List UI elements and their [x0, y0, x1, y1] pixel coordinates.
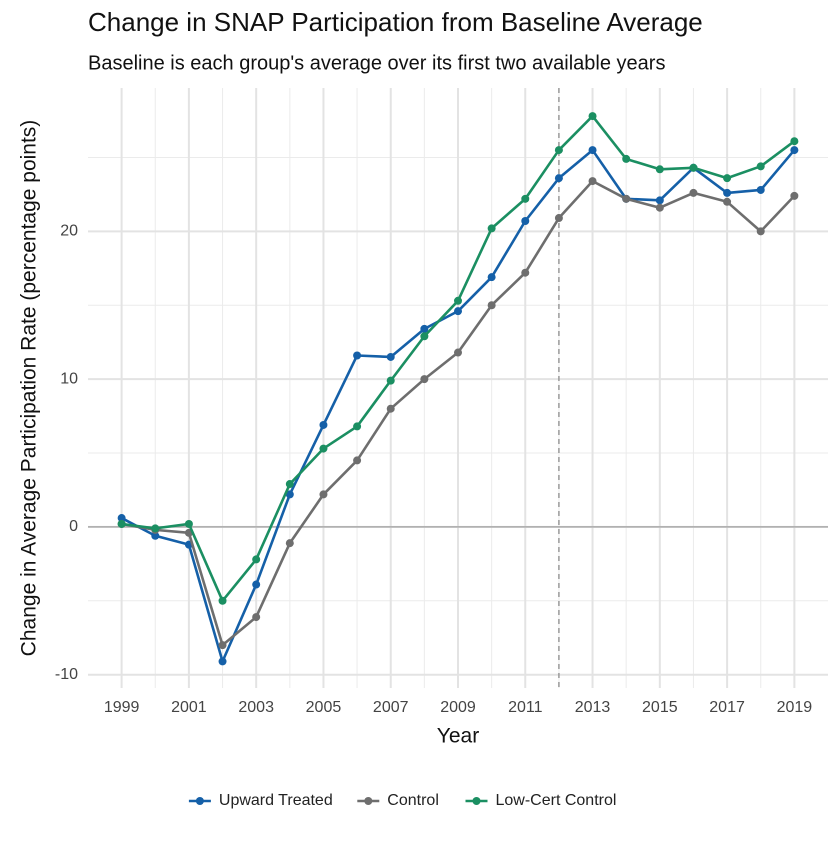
data-point	[218, 596, 227, 605]
data-point	[285, 480, 294, 489]
legend-label: Low-Cert Control	[496, 792, 617, 809]
data-point	[756, 185, 765, 194]
data-point	[319, 420, 328, 429]
x-tick-label: 2013	[575, 699, 611, 716]
y-tick-label: -10	[55, 666, 78, 683]
data-point	[554, 146, 563, 155]
chart-subtitle: Baseline is each group's average over it…	[88, 52, 665, 74]
data-point	[487, 301, 496, 310]
y-tick-label: 0	[69, 518, 78, 535]
data-point	[521, 268, 530, 277]
x-tick-label: 2011	[508, 699, 543, 716]
data-point	[588, 112, 597, 121]
x-tick-label: 2019	[777, 699, 813, 716]
data-point	[487, 224, 496, 233]
data-point	[454, 307, 462, 316]
data-point	[790, 191, 799, 200]
data-point	[117, 519, 126, 528]
data-point	[790, 137, 799, 146]
x-tick-label: 2009	[440, 699, 476, 716]
data-point	[723, 197, 732, 206]
data-point	[420, 324, 429, 333]
data-point	[454, 348, 462, 357]
data-point	[252, 555, 261, 564]
y-tick-label: 20	[60, 223, 78, 240]
data-point	[756, 227, 765, 236]
legend-label: Control	[387, 792, 439, 809]
data-point	[655, 165, 664, 174]
legend-swatch-dot	[472, 797, 481, 805]
data-point	[151, 531, 160, 540]
data-point	[386, 404, 395, 413]
data-point	[386, 352, 395, 361]
data-point	[655, 203, 664, 212]
x-tick-label: 1999	[104, 699, 140, 716]
data-point	[554, 214, 563, 223]
data-point	[386, 376, 395, 385]
data-point	[285, 490, 294, 499]
legend: Upward Treated Control Low-Cert Control	[188, 792, 617, 809]
data-point	[184, 519, 193, 528]
data-point	[554, 174, 563, 183]
data-point	[285, 539, 294, 548]
data-point	[151, 524, 160, 533]
data-point	[622, 194, 631, 203]
data-point	[521, 217, 530, 226]
data-point	[588, 146, 597, 155]
legend-swatch-dot	[364, 797, 373, 805]
x-tick-label: 2017	[709, 699, 745, 716]
data-point	[117, 514, 126, 523]
x-tick-label: 2005	[306, 699, 342, 716]
data-point	[689, 163, 698, 172]
x-tick-label: 2015	[642, 699, 678, 716]
data-point	[622, 154, 631, 163]
data-point	[218, 641, 227, 650]
data-point	[252, 613, 261, 622]
legend-swatch-dot	[195, 797, 204, 805]
x-tick-label: 2003	[238, 699, 274, 716]
data-point	[790, 146, 799, 155]
data-point	[756, 162, 765, 171]
x-axis-label: Year	[437, 725, 479, 748]
data-point	[353, 422, 362, 431]
x-tick-label: 2007	[373, 699, 409, 716]
x-tick-label: 2001	[171, 699, 207, 716]
data-point	[655, 196, 664, 205]
data-point	[454, 296, 462, 305]
data-point	[420, 375, 429, 384]
data-point	[588, 177, 597, 186]
plot	[88, 88, 828, 688]
data-point	[689, 188, 698, 197]
data-point	[252, 580, 261, 589]
legend-label: Upward Treated	[219, 792, 333, 809]
y-tick-label: 10	[60, 370, 78, 387]
data-point	[353, 456, 362, 465]
y-axis-label: Change in Average Participation Rate (pe…	[18, 120, 41, 657]
chart-title: Change in SNAP Participation from Baseli…	[88, 7, 703, 37]
data-point	[521, 194, 530, 203]
data-point	[319, 490, 328, 499]
data-point	[218, 657, 227, 666]
data-point	[723, 188, 732, 197]
data-point	[487, 273, 496, 282]
data-point	[319, 444, 328, 453]
data-point	[420, 332, 429, 341]
data-point	[353, 351, 362, 360]
data-point	[723, 174, 732, 183]
